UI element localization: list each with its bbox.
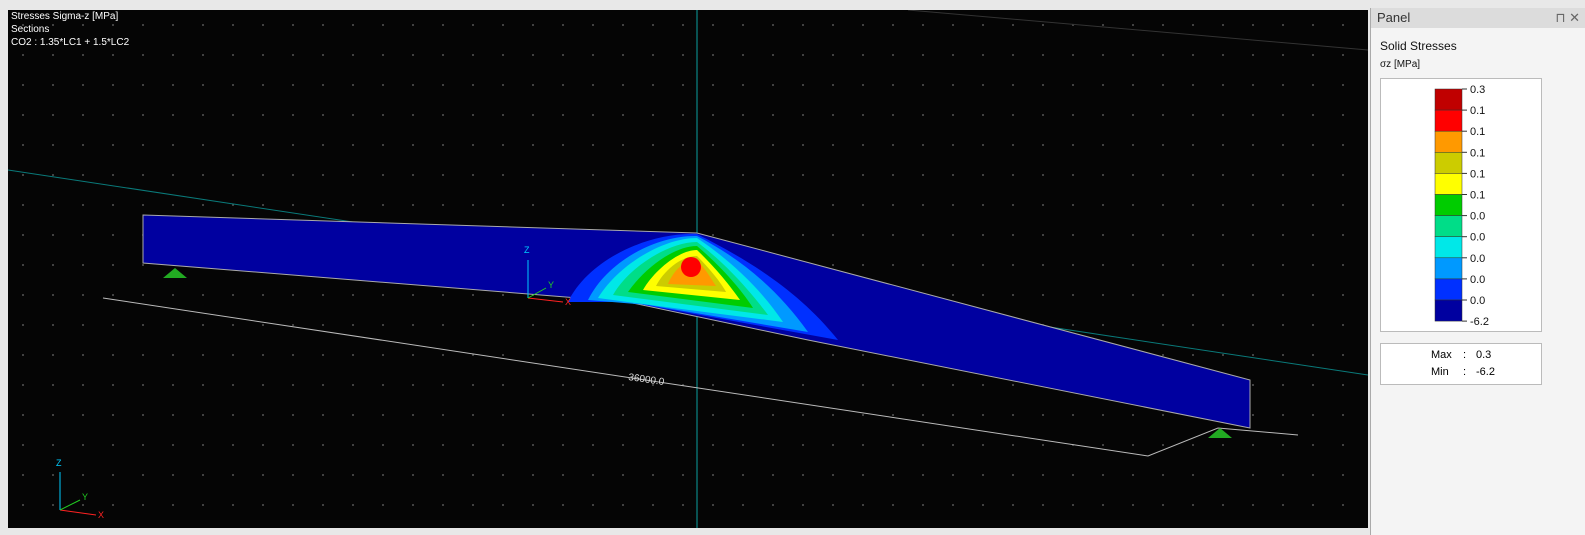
support [163,268,187,278]
legend-swatch [1435,237,1462,258]
min-label: Min [1431,366,1449,378]
legend-label: 0.0 [1470,232,1485,244]
axis-label: X [565,297,571,307]
legend-label: 0.1 [1470,147,1485,159]
legend-swatch [1435,152,1462,173]
legend-label: 0.1 [1470,168,1485,180]
axis-label: Z [56,458,62,468]
legend-label: -6.2 [1470,316,1489,328]
summary: Max : 0.3 Min : -6.2 [1380,343,1542,385]
legend-swatch [1435,279,1462,300]
screen: 36000.0 Z Y X Z Y X Stresses Sigma-z [MP… [0,0,1585,535]
separator: : [1463,366,1466,378]
axis [60,510,96,515]
legend-label: 0.3 [1470,84,1485,96]
legend-swatch [1435,258,1462,279]
legend-swatch [1435,131,1462,152]
legend-label: 0.1 [1470,105,1485,117]
legend-label: 0.1 [1470,126,1485,138]
axis [528,298,563,302]
axis-label: Y [82,492,88,502]
model-view: 36000.0 Z Y X Z Y X [8,10,1368,528]
legend-swatch [1435,300,1462,321]
dimension-label: 36000.0 [628,372,666,388]
panel-heading: Solid Stresses [1380,39,1457,53]
axis [60,500,80,510]
support [1208,428,1232,438]
info-text: Sections [11,24,49,35]
legend-swatch [1435,173,1462,194]
axis-label: Z [524,245,530,255]
max-value: 0.3 [1476,349,1491,361]
legend-scale: 0.3 0.1 0.1 0.1 0.1 0.1 0.0 0.0 0.0 0.0 0.0 -6.2 [1381,79,1541,331]
max-label: Max [1431,349,1452,361]
legend-label: 0.0 [1470,274,1485,286]
legend-label: 0.1 [1470,190,1485,202]
legend-swatch [1435,89,1462,110]
panel-buttons[interactable]: ⊓ ✕ [1555,8,1580,28]
grid-axis [908,10,1368,50]
info-text: CO2 : 1.35*LC1 + 1.5*LC2 [11,37,129,48]
min-value: -6.2 [1476,366,1495,378]
legend-swatch [1435,110,1462,131]
legend-label: 0.0 [1470,211,1485,223]
legend-label: 0.0 [1470,253,1485,265]
viewport[interactable]: 36000.0 Z Y X Z Y X Stresses Sigma-z [MP… [8,10,1368,528]
separator: : [1463,349,1466,361]
axis-label: Y [548,280,554,290]
panel-unit: σz [MPa] [1380,59,1420,70]
info-text: Stresses Sigma-z [MPa] [11,11,118,22]
legend-swatch [1435,195,1462,216]
panel-title-bar: Panel ⊓ ✕ [1371,8,1585,28]
legend: 0.3 0.1 0.1 0.1 0.1 0.1 0.0 0.0 0.0 0.0 0.0 -6.2 [1380,78,1542,332]
panel-title: Panel [1377,10,1410,25]
axis-label: X [98,510,104,520]
legend-label: 0.0 [1470,295,1485,307]
legend-swatch [1435,216,1462,237]
contour [681,257,701,277]
